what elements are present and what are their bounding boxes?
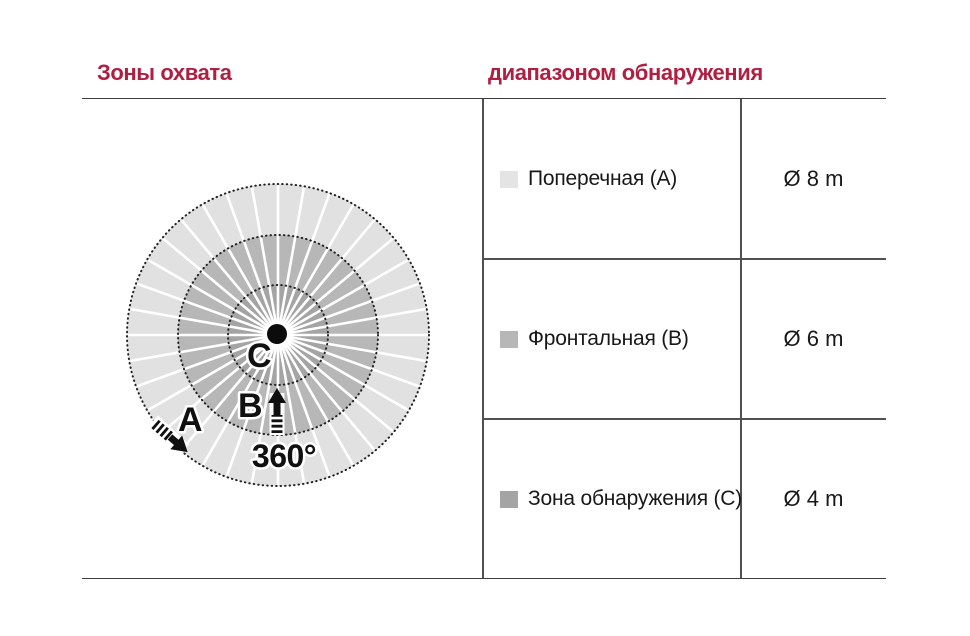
zone-c-letter: C xyxy=(247,337,271,375)
zone-b-letter: B xyxy=(238,387,262,425)
sensor-center-dot xyxy=(267,324,287,344)
zone-b-name: Фронтальная (B) xyxy=(528,327,689,350)
zone-c-color-swatch xyxy=(500,490,518,508)
detection-range-table: Поперечная (A) Ø 8 m Фронтальная (B) Ø 6… xyxy=(483,99,886,578)
divider-diagram-table xyxy=(482,99,484,578)
zone-c-value-cell: Ø 4 m xyxy=(741,419,886,579)
zone-b-label-cell: Фронтальная (B) xyxy=(483,259,741,419)
zone-a-value-cell: Ø 8 m xyxy=(741,99,886,259)
zone-a-label-cell: Поперечная (A) xyxy=(483,99,741,259)
zone-b-value-cell: Ø 6 m xyxy=(741,259,886,419)
section-title-detection-range: диапазоном обнаружения xyxy=(488,60,763,85)
row-divider-1 xyxy=(483,258,886,260)
zone-c-diameter: Ø 4 m xyxy=(783,486,844,511)
zone-a-color-swatch xyxy=(500,170,518,188)
zone-b-color-swatch xyxy=(500,330,518,348)
table-row-zone-a: Поперечная (A) Ø 8 m xyxy=(483,99,886,259)
section-title-coverage-zones: Зоны охвата xyxy=(97,60,232,85)
zone-a-diameter: Ø 8 m xyxy=(783,166,844,191)
arrow-transverse-a xyxy=(147,415,190,456)
zone-a-letter: A xyxy=(178,401,202,439)
rotation-360-label: 360° xyxy=(252,438,316,474)
zone-b-diameter: Ø 6 m xyxy=(783,326,844,351)
zone-c-label-cell: Зона обнаружения (C) xyxy=(483,419,743,579)
divider-label-value xyxy=(740,99,742,578)
sector-spokes xyxy=(128,185,428,485)
zone-a-name: Поперечная (A) xyxy=(528,167,678,190)
zone-c-name: Зона обнаружения (C) xyxy=(528,487,743,510)
content-frame: C B A 360° Поперечная (A) Ø 8 m xyxy=(82,98,886,579)
table-row-zone-b: Фронтальная (B) Ø 6 m xyxy=(483,259,886,419)
row-divider-2 xyxy=(483,418,886,420)
coverage-diagram: C B A 360° xyxy=(126,183,430,487)
table-row-zone-c: Зона обнаружения (C) Ø 4 m xyxy=(483,419,886,579)
